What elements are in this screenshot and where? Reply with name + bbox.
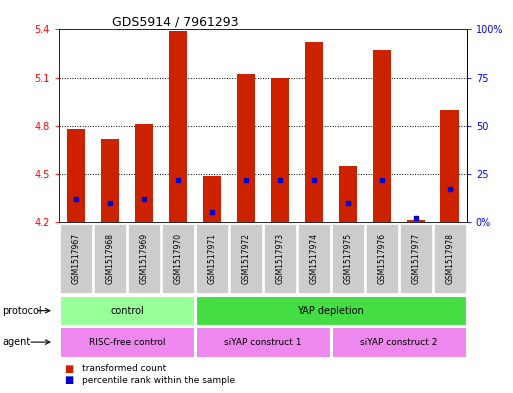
Text: transformed count: transformed count [82, 364, 166, 373]
Text: GSM1517968: GSM1517968 [106, 233, 114, 284]
Text: GSM1517970: GSM1517970 [173, 233, 183, 284]
Bar [134, 124, 153, 222]
Text: GSM1517971: GSM1517971 [207, 233, 216, 284]
Text: GSM1517974: GSM1517974 [309, 233, 319, 284]
Bar [67, 129, 85, 222]
Bar [406, 220, 425, 222]
Bar [441, 110, 459, 222]
Bar [270, 78, 289, 222]
Bar [236, 74, 255, 222]
Text: control: control [110, 306, 144, 316]
Text: protocol: protocol [3, 306, 42, 316]
Bar [339, 166, 357, 222]
Bar [101, 139, 120, 222]
Text: GSM1517967: GSM1517967 [71, 233, 81, 284]
Text: agent: agent [3, 337, 31, 347]
Text: GSM1517975: GSM1517975 [343, 233, 352, 284]
Text: ■: ■ [64, 364, 73, 374]
Text: siYAP construct 1: siYAP construct 1 [224, 338, 302, 347]
Text: GSM1517972: GSM1517972 [242, 233, 250, 284]
Text: GSM1517977: GSM1517977 [411, 233, 420, 284]
Text: YAP depletion: YAP depletion [298, 306, 364, 316]
Bar [372, 50, 391, 222]
Text: GSM1517973: GSM1517973 [275, 233, 284, 284]
Text: RISC-free control: RISC-free control [89, 338, 165, 347]
Text: GDS5914 / 7961293: GDS5914 / 7961293 [112, 15, 239, 28]
Text: percentile rank within the sample: percentile rank within the sample [82, 376, 235, 385]
Bar [169, 31, 187, 222]
Bar [305, 42, 323, 222]
Text: GSM1517976: GSM1517976 [378, 233, 386, 284]
Text: GSM1517969: GSM1517969 [140, 233, 148, 284]
Text: GSM1517978: GSM1517978 [445, 233, 455, 284]
Bar [203, 176, 221, 222]
Text: siYAP construct 2: siYAP construct 2 [360, 338, 438, 347]
Text: ■: ■ [64, 375, 73, 386]
